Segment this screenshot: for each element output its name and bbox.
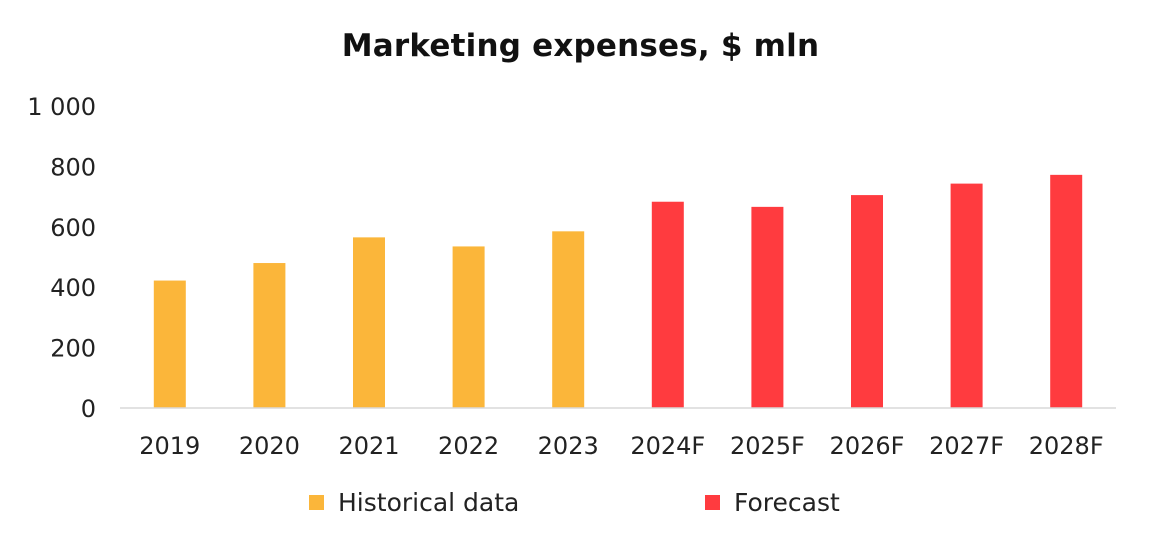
bar-historical-2023	[552, 231, 585, 408]
x-axis-ticks: 2019 2020 2021 2022 2023 2024F 2025F 2026F 2027F…	[139, 432, 1103, 460]
legend-swatch-historical	[309, 495, 324, 510]
x-tick-label: 2019	[139, 432, 200, 460]
x-tick-label: 2024F	[630, 432, 705, 460]
legend-item-forecast: Forecast	[705, 488, 840, 517]
chart-title: Marketing expenses, $ mln	[341, 28, 820, 64]
legend-item-historical: Historical data	[309, 488, 519, 517]
y-axis-ticks: 0 200 400 600 800 1 000	[27, 93, 96, 423]
y-tick-label: 200	[50, 335, 96, 363]
legend: Historical data Forecast	[0, 488, 1161, 522]
x-tick-label: 2023	[538, 432, 599, 460]
legend-label-historical: Historical data	[338, 488, 520, 517]
bar-historical-2022	[452, 246, 485, 408]
bar-historical-2021	[353, 237, 385, 408]
x-tick-label: 2025F	[730, 432, 805, 460]
bar-forecast-2024F	[651, 201, 684, 408]
bar-historical-2020	[253, 263, 286, 408]
y-tick-label: 1 000	[27, 93, 96, 121]
x-tick-label: 2022	[438, 432, 499, 460]
y-tick-label: 400	[50, 274, 96, 302]
bar-forecast-2027F	[950, 183, 983, 408]
x-tick-label: 2020	[239, 432, 300, 460]
y-tick-label: 600	[50, 214, 96, 242]
x-tick-label: 2027F	[929, 432, 1004, 460]
legend-swatch-forecast	[705, 495, 720, 510]
y-tick-label: 0	[81, 395, 96, 423]
y-tick-label: 800	[50, 153, 96, 181]
x-tick-label: 2026F	[830, 432, 905, 460]
bars-group	[153, 174, 1083, 408]
bar-historical-2019	[153, 280, 186, 408]
bar-forecast-2028F	[1050, 174, 1083, 408]
bar-forecast-2025F	[751, 206, 784, 408]
x-tick-label: 2021	[338, 432, 399, 460]
legend-label-forecast: Forecast	[734, 488, 840, 517]
x-tick-label: 2028F	[1029, 432, 1104, 460]
bar-forecast-2026F	[851, 195, 883, 408]
